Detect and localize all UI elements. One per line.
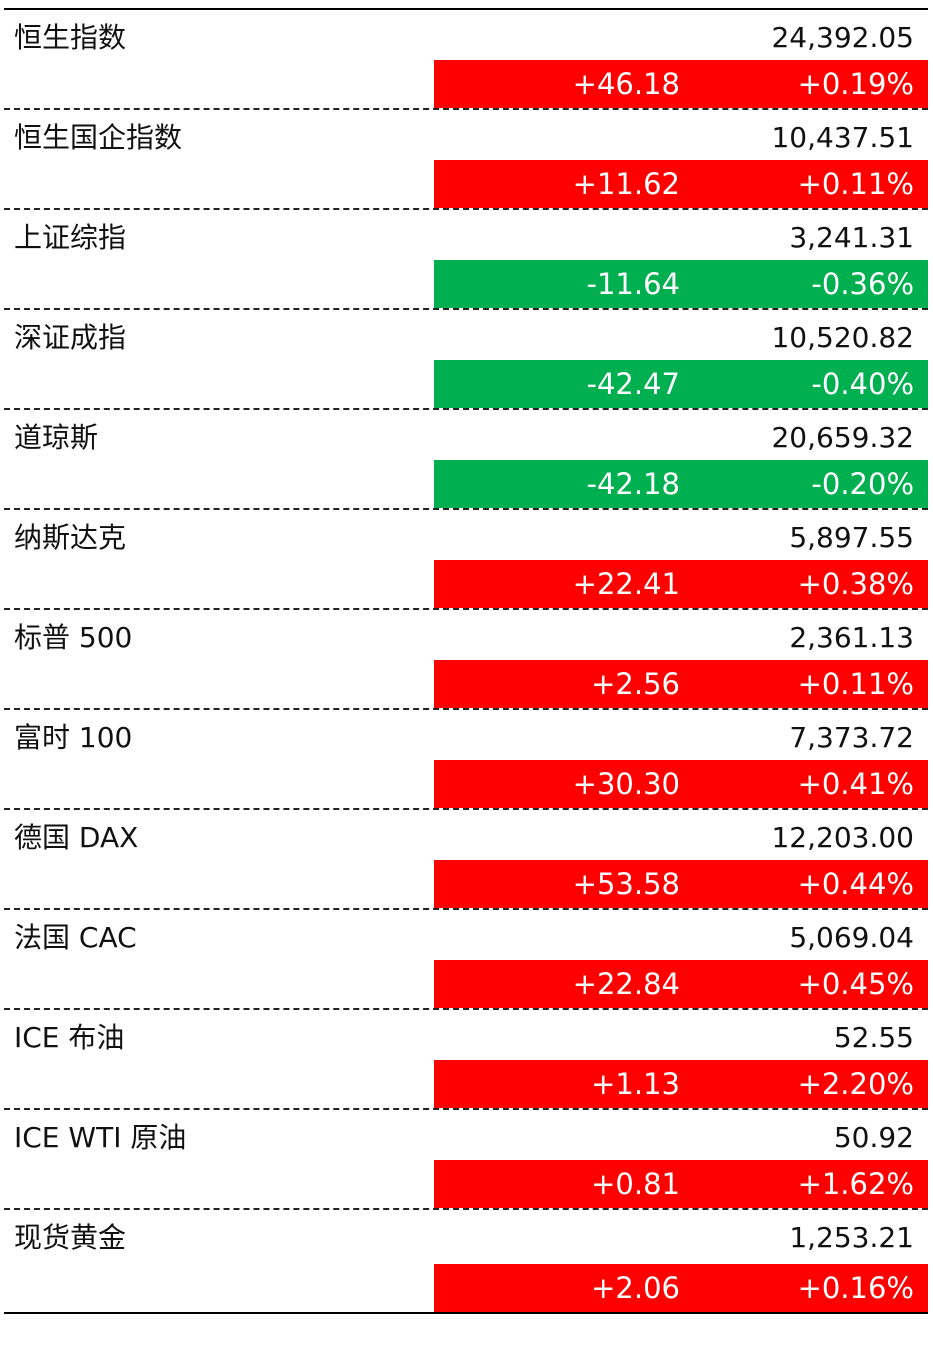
change-bar-up: +53.58 +0.44% xyxy=(434,860,928,908)
change-value: +53.58 xyxy=(572,867,680,901)
change-bar-up: +30.30 +0.41% xyxy=(434,760,928,808)
change-percent: +0.38% xyxy=(797,567,914,601)
index-row: 德国 DAX 12,203.00 +53.58 +0.44% xyxy=(4,810,928,910)
change-bar-down: -42.18 -0.20% xyxy=(434,460,928,508)
index-row: 道琼斯 20,659.32 -42.18 -0.20% xyxy=(4,410,928,510)
index-row: 法国 CAC 5,069.04 +22.84 +0.45% xyxy=(4,910,928,1010)
change-value: +1.13 xyxy=(591,1067,680,1101)
change-value: -42.47 xyxy=(586,367,681,401)
index-name: 法国 CAC xyxy=(14,921,137,954)
change-percent: +0.44% xyxy=(797,867,914,901)
index-name: 恒生国企指数 xyxy=(14,121,183,154)
index-row: ICE WTI 原油 50.92 +0.81 +1.62% xyxy=(4,1110,928,1210)
index-name: 道琼斯 xyxy=(14,421,99,454)
index-name: 上证综指 xyxy=(14,221,127,254)
change-percent: -0.36% xyxy=(811,267,914,301)
change-bar-up: +22.41 +0.38% xyxy=(434,560,928,608)
change-bar-up: +0.81 +1.62% xyxy=(434,1160,928,1208)
index-value: 20,659.32 xyxy=(771,421,914,454)
change-bar-down: -11.64 -0.36% xyxy=(434,260,928,308)
index-row: 纳斯达克 5,897.55 +22.41 +0.38% xyxy=(4,510,928,610)
index-value: 7,373.72 xyxy=(789,721,914,754)
change-percent: -0.20% xyxy=(811,467,914,501)
index-value: 5,897.55 xyxy=(789,521,914,554)
change-value: +22.41 xyxy=(572,567,680,601)
change-bar-up: +1.13 +2.20% xyxy=(434,1060,928,1108)
index-name: ICE WTI 原油 xyxy=(14,1121,187,1154)
index-row: 现货黄金 1,253.21 +2.06 +0.16% xyxy=(4,1210,928,1314)
market-index-table: 恒生指数 24,392.05 +46.18 +0.19% 恒生国企指数 10,437.51… xyxy=(4,8,928,1314)
index-name: 现货黄金 xyxy=(14,1221,127,1254)
index-row: 恒生指数 24,392.05 +46.18 +0.19% xyxy=(4,10,928,110)
change-value: +0.81 xyxy=(591,1167,680,1201)
change-percent: +0.41% xyxy=(797,767,914,801)
index-value: 3,241.31 xyxy=(789,221,914,254)
change-percent: +2.20% xyxy=(797,1067,914,1101)
change-value: +11.62 xyxy=(572,167,680,201)
index-name: 恒生指数 xyxy=(14,21,127,54)
change-value: -42.18 xyxy=(586,467,681,501)
index-value: 10,437.51 xyxy=(771,121,914,154)
change-value: +46.18 xyxy=(572,67,680,101)
index-value: 50.92 xyxy=(833,1121,914,1154)
index-name: 纳斯达克 xyxy=(14,521,127,554)
index-value: 24,392.05 xyxy=(771,21,914,54)
index-row: 恒生国企指数 10,437.51 +11.62 +0.11% xyxy=(4,110,928,210)
index-name: 德国 DAX xyxy=(14,821,139,854)
index-value: 12,203.00 xyxy=(771,821,914,854)
change-bar-up: +11.62 +0.11% xyxy=(434,160,928,208)
change-percent: +0.11% xyxy=(797,167,914,201)
change-bar-up: +2.06 +0.16% xyxy=(434,1264,928,1312)
index-row: 上证综指 3,241.31 -11.64 -0.36% xyxy=(4,210,928,310)
index-row: 深证成指 10,520.82 -42.47 -0.40% xyxy=(4,310,928,410)
change-percent: -0.40% xyxy=(811,367,914,401)
change-value: +2.56 xyxy=(591,667,680,701)
index-row: 标普 500 2,361.13 +2.56 +0.11% xyxy=(4,610,928,710)
index-value: 1,253.21 xyxy=(789,1221,914,1254)
index-row: 富时 100 7,373.72 +30.30 +0.41% xyxy=(4,710,928,810)
index-name: ICE 布油 xyxy=(14,1021,125,1054)
change-bar-up: +22.84 +0.45% xyxy=(434,960,928,1008)
change-percent: +0.11% xyxy=(797,667,914,701)
index-name: 深证成指 xyxy=(14,321,127,354)
change-bar-up: +2.56 +0.11% xyxy=(434,660,928,708)
change-value: +2.06 xyxy=(591,1271,680,1305)
index-value: 10,520.82 xyxy=(771,321,914,354)
change-percent: +0.45% xyxy=(797,967,914,1001)
change-percent: +1.62% xyxy=(797,1167,914,1201)
index-value: 2,361.13 xyxy=(789,621,914,654)
index-name: 富时 100 xyxy=(14,721,133,754)
index-name: 标普 500 xyxy=(14,621,133,654)
index-value: 5,069.04 xyxy=(789,921,914,954)
change-value: +22.84 xyxy=(572,967,680,1001)
change-percent: +0.19% xyxy=(797,67,914,101)
change-value: -11.64 xyxy=(586,267,681,301)
change-bar-down: -42.47 -0.40% xyxy=(434,360,928,408)
index-row: ICE 布油 52.55 +1.13 +2.20% xyxy=(4,1010,928,1110)
change-value: +30.30 xyxy=(572,767,680,801)
index-value: 52.55 xyxy=(833,1021,914,1054)
change-bar-up: +46.18 +0.19% xyxy=(434,60,928,108)
change-percent: +0.16% xyxy=(797,1271,914,1305)
